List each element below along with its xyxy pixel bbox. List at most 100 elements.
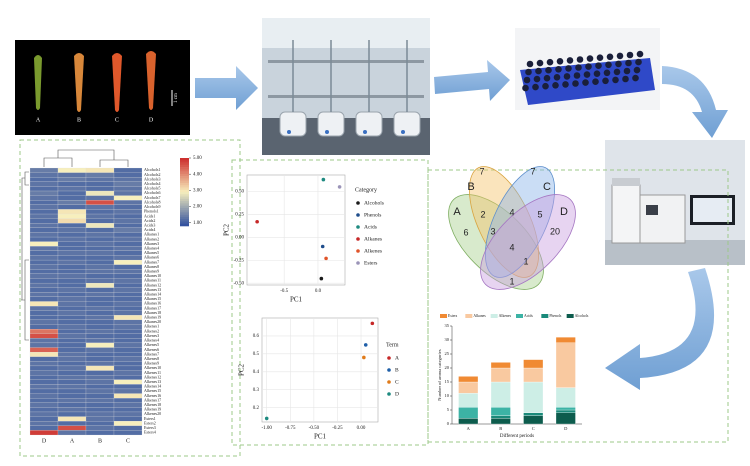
heatmap-cell <box>113 259 143 265</box>
heatmap-cell <box>113 347 143 353</box>
heatmap-cell <box>29 407 59 413</box>
legend-label: Esters <box>448 314 458 318</box>
heatmap-cell <box>113 269 143 274</box>
heatmap-cell <box>85 365 115 371</box>
row-label: Alkanes7 <box>144 259 159 264</box>
y-tick-label: 15 <box>445 379 450 384</box>
legend-marker <box>356 237 360 241</box>
heatmap-cell <box>57 421 87 426</box>
y-axis-label: PC2 <box>223 223 231 236</box>
heatmap-cell <box>29 379 59 385</box>
heatmap-cell <box>29 333 59 339</box>
heatmap-cell <box>29 287 59 293</box>
heatmap-cell <box>113 273 143 279</box>
row-label: Alkanes3 <box>144 241 159 246</box>
colorbar-step <box>180 221 189 225</box>
row-label: Alkanes15 <box>144 296 161 301</box>
bar-segment <box>523 415 544 425</box>
row-label: Alcohols3 <box>144 176 160 181</box>
panel-frame <box>19 139 241 457</box>
heatmap-cell <box>29 342 59 348</box>
heatmap-cell <box>57 204 87 210</box>
heatmap-cell <box>85 181 115 187</box>
vial <box>615 60 622 68</box>
bar-segment <box>490 362 511 369</box>
colorbar-step <box>180 223 189 227</box>
heatmap-cell <box>29 190 59 196</box>
heatmap-cell <box>85 195 115 201</box>
bar-segment <box>555 412 576 425</box>
venn-count: 7 <box>479 166 484 176</box>
heatmap-cell <box>113 172 143 178</box>
bar-segment <box>490 381 511 408</box>
x-axis-label: PC1 <box>314 433 327 441</box>
legend-marker <box>387 392 391 396</box>
colorbar-step <box>180 189 189 193</box>
colorbar-step <box>180 214 189 218</box>
bar-segment <box>458 407 479 419</box>
heatmap-cell <box>85 310 115 316</box>
heatmap-cell <box>85 255 115 261</box>
heatmap-cell <box>85 425 115 431</box>
panel-frame <box>427 169 729 443</box>
heatmap-cell <box>113 324 143 330</box>
y-tick-label: 0 <box>447 421 450 426</box>
y-tick-label: 30 <box>445 337 450 342</box>
heatmap-cell <box>29 273 59 279</box>
heatmap-cell <box>57 181 87 187</box>
venn-set-label: A <box>453 206 461 218</box>
heatmap-cell <box>57 365 87 371</box>
vial <box>636 50 644 58</box>
heatmap-cell <box>57 310 87 316</box>
venn-count: 4 <box>509 242 514 252</box>
colorbar-step <box>180 201 189 204</box>
y-tick-label: 0.50 <box>235 190 244 195</box>
row-label: Alcohols1 <box>144 167 160 172</box>
point <box>370 321 375 326</box>
row-label: Esters4 <box>144 430 156 435</box>
heatmap-cell <box>57 213 87 219</box>
legend-marker <box>356 261 360 265</box>
heatmap-cell <box>57 227 87 233</box>
row-label: Alkenes10 <box>144 365 161 370</box>
heatmap-cell <box>29 236 59 242</box>
heatmap-cell <box>57 250 87 256</box>
heatmap-cell <box>113 287 143 293</box>
x-tick-label: -0.50 <box>309 426 320 431</box>
column-label: C <box>126 438 130 444</box>
legend-swatch <box>566 314 574 318</box>
vial <box>576 56 584 63</box>
heatmap-cell <box>57 375 87 380</box>
colorbar-step <box>180 198 189 202</box>
row-label: Acids2 <box>144 218 155 223</box>
y-tick-label: -0.50 <box>234 281 245 286</box>
heatmap-cell <box>85 167 115 173</box>
row-label: Alkanes4 <box>144 245 159 250</box>
heatmap-cell <box>113 407 143 413</box>
legend-title: Term <box>386 342 399 348</box>
heatmap-cell <box>29 352 59 357</box>
heatmap-cell <box>113 361 143 367</box>
vial <box>593 70 601 77</box>
heatmap-cell <box>113 246 143 251</box>
heatmap-cell <box>113 421 143 426</box>
plot-area <box>246 174 346 286</box>
heatmap-cell <box>57 209 87 215</box>
heatmap-cell <box>85 250 115 256</box>
colorbar-step <box>180 192 189 195</box>
row-label: Esters2 <box>144 420 156 425</box>
heatmap-cell <box>57 292 87 297</box>
bar-segment <box>555 407 576 411</box>
heatmap-cell <box>113 301 143 307</box>
x-tick-label: 0.0 <box>315 289 322 294</box>
heatmap-cell <box>57 306 87 311</box>
row-label: Alkanes18 <box>144 310 161 315</box>
heatmap-cell <box>29 255 59 261</box>
heatmap-cell <box>113 319 143 325</box>
heatmap-cell <box>113 402 143 408</box>
heatmap-cell <box>113 232 143 238</box>
vial <box>585 63 592 70</box>
y-tick-label: 0.4 <box>253 370 260 375</box>
heatmap-cell <box>85 213 115 219</box>
vial <box>583 71 591 78</box>
